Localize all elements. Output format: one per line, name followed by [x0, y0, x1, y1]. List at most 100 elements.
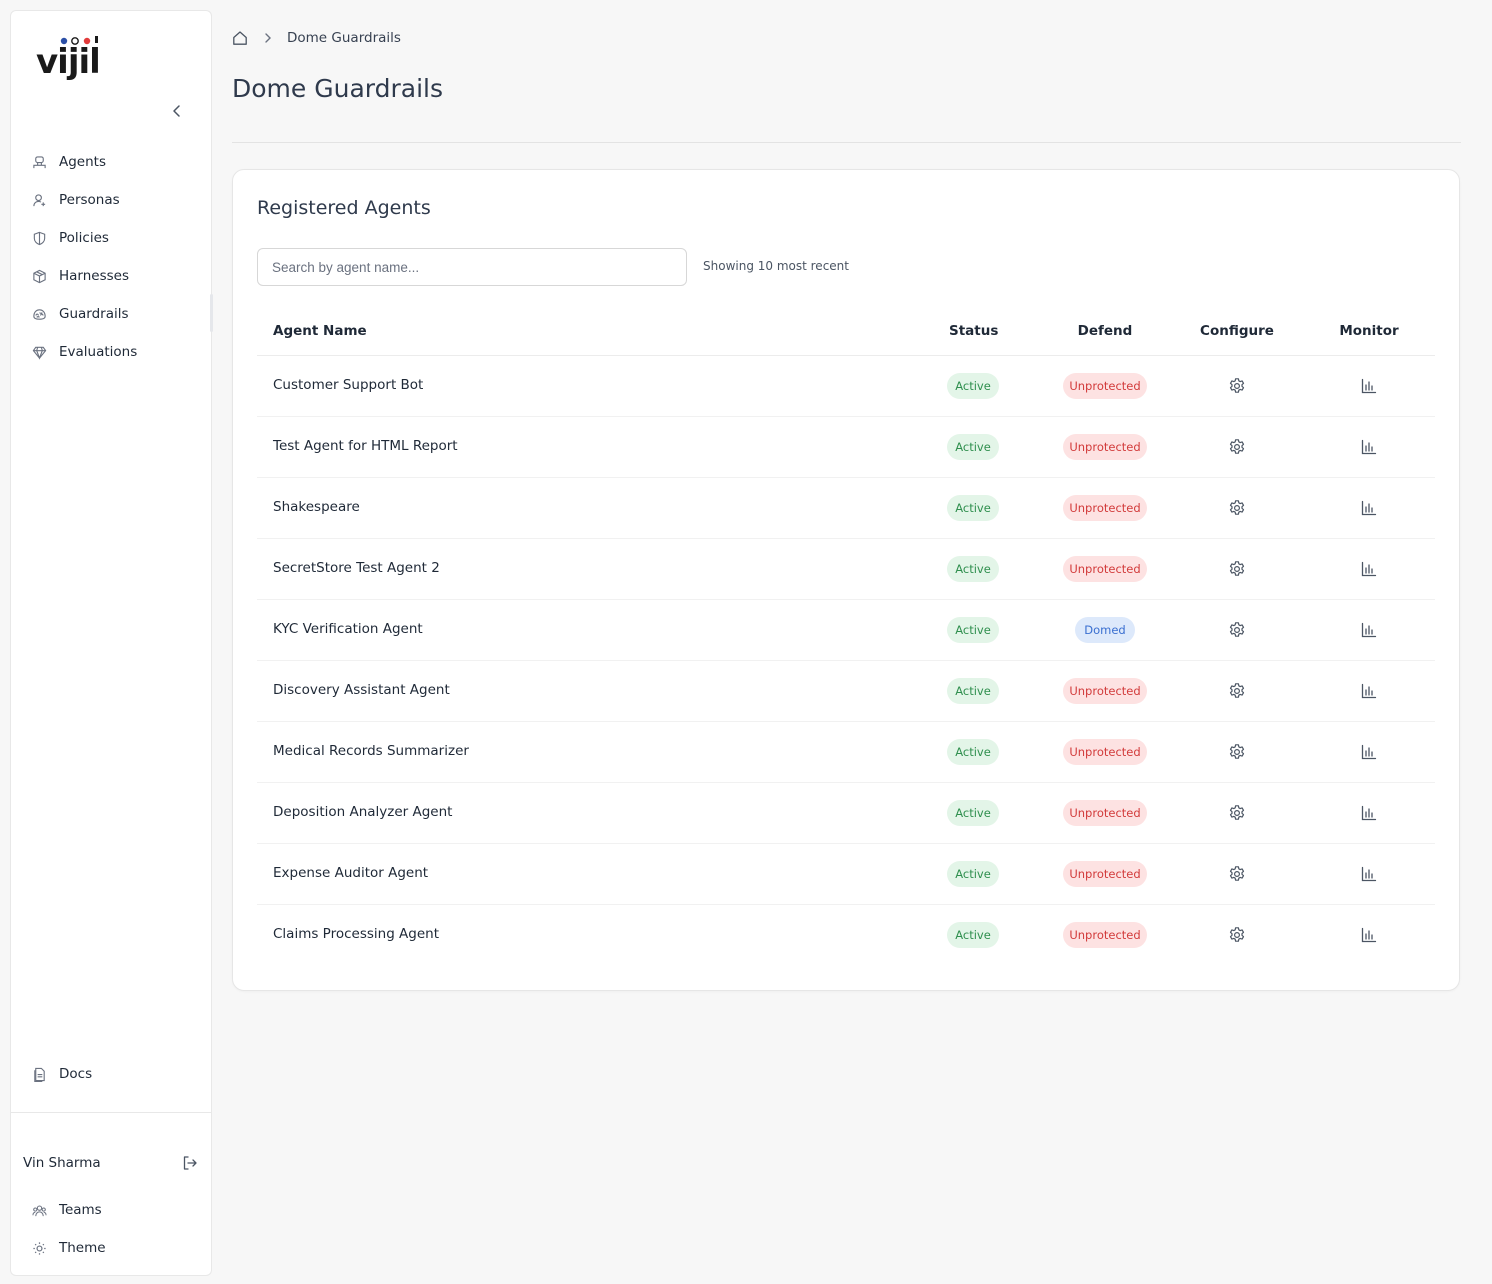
configure-button[interactable] — [1228, 804, 1246, 822]
status-badge: Active — [947, 556, 999, 582]
monitor-button[interactable] — [1360, 804, 1378, 822]
defend-badge-unprotected[interactable]: Unprotected — [1063, 434, 1147, 460]
gear-icon — [1228, 622, 1246, 643]
table-row[interactable]: Test Agent for HTML Report Active Unprotec… — [257, 417, 1435, 478]
defend-badge-unprotected[interactable]: Unprotected — [1063, 678, 1147, 704]
status-badge: Active — [947, 922, 999, 948]
sidebar-item-label: Personas — [59, 192, 120, 208]
sidebar-item-guardrails[interactable]: Guardrails — [11, 295, 211, 333]
sidebar-item-teams[interactable]: Teams — [11, 1191, 211, 1229]
table-row[interactable]: Shakespeare Active Unprotected — [257, 478, 1435, 539]
monitor-button[interactable] — [1360, 926, 1378, 944]
bar-chart-icon — [1360, 439, 1378, 460]
defend-badge-unprotected[interactable]: Unprotected — [1063, 861, 1147, 887]
gear-icon — [1228, 744, 1246, 765]
column-header-defend: Defend — [1077, 323, 1133, 339]
bar-chart-icon — [1360, 866, 1378, 887]
chevron-right-icon — [265, 33, 271, 43]
column-header-agent-name: Agent Name — [273, 323, 367, 339]
configure-button[interactable] — [1228, 438, 1246, 456]
brain-icon — [31, 306, 47, 322]
breadcrumb: Dome Guardrails — [232, 28, 401, 48]
sidebar-nav: Agents Personas Policies Harnesses Guard… — [11, 143, 211, 371]
monitor-button[interactable] — [1360, 865, 1378, 883]
bar-chart-icon — [1360, 378, 1378, 399]
home-link[interactable] — [232, 30, 248, 46]
monitor-button[interactable] — [1360, 682, 1378, 700]
configure-button[interactable] — [1228, 865, 1246, 883]
table-row[interactable]: Discovery Assistant Agent Active Unprotect… — [257, 661, 1435, 722]
defend-badge-domed[interactable]: Domed — [1075, 617, 1135, 643]
monitor-button[interactable] — [1360, 499, 1378, 517]
agent-search-input[interactable] — [257, 248, 687, 286]
table-row[interactable]: KYC Verification Agent Active Domed — [257, 600, 1435, 661]
agents-table-body: Customer Support Bot Active Unprotected Tes… — [257, 356, 1435, 966]
agent-name: Customer Support Bot — [273, 377, 424, 393]
table-row[interactable]: SecretStore Test Agent 2 Active Unprotecte… — [257, 539, 1435, 600]
table-row[interactable]: Expense Auditor Agent Active Unprotected — [257, 844, 1435, 905]
configure-button[interactable] — [1228, 621, 1246, 639]
header-divider — [232, 142, 1461, 143]
configure-button[interactable] — [1228, 499, 1246, 517]
sidebar-divider — [11, 1112, 211, 1113]
sidebar-item-docs[interactable]: Docs — [11, 1055, 211, 1093]
column-header-status: Status — [949, 323, 999, 339]
column-header-monitor: Monitor — [1339, 323, 1399, 339]
table-row[interactable]: Medical Records Summarizer Active Unprotec… — [257, 722, 1435, 783]
sidebar-item-agents[interactable]: Agents — [11, 143, 211, 181]
defend-badge-unprotected[interactable]: Unprotected — [1063, 556, 1147, 582]
gear-icon — [1228, 927, 1246, 948]
chevron-left-icon — [173, 105, 180, 117]
agent-name: Medical Records Summarizer — [273, 743, 469, 759]
monitor-button[interactable] — [1360, 743, 1378, 761]
monitor-button[interactable] — [1360, 438, 1378, 456]
page-title: Dome Guardrails — [232, 74, 443, 103]
bar-chart-icon — [1360, 500, 1378, 521]
sidebar-scrollbar[interactable] — [210, 294, 213, 332]
defend-badge-unprotected[interactable]: Unprotected — [1063, 922, 1147, 948]
defend-badge-unprotected[interactable]: Unprotected — [1063, 373, 1147, 399]
gear-icon — [1228, 561, 1246, 582]
table-row[interactable]: Customer Support Bot Active Unprotected — [257, 356, 1435, 417]
user-name: Vin Sharma — [23, 1155, 101, 1171]
vijil-logo[interactable]: vijil — [35, 33, 115, 93]
gear-icon — [1228, 378, 1246, 399]
sidebar-item-personas[interactable]: Personas — [11, 181, 211, 219]
configure-button[interactable] — [1228, 377, 1246, 395]
sidebar-item-evaluations[interactable]: Evaluations — [11, 333, 211, 371]
registered-agents-card: Registered Agents Showing 10 most recent… — [232, 169, 1460, 991]
agent-name: SecretStore Test Agent 2 — [273, 560, 440, 576]
configure-button[interactable] — [1228, 682, 1246, 700]
sidebar-item-label: Theme — [59, 1240, 106, 1256]
table-row[interactable]: Claims Processing Agent Active Unprotected — [257, 905, 1435, 966]
status-badge: Active — [947, 617, 999, 643]
bar-chart-icon — [1360, 561, 1378, 582]
sidebar-item-label: Evaluations — [59, 344, 138, 360]
logout-button[interactable] — [181, 1154, 199, 1172]
collapse-sidebar-button[interactable] — [167, 101, 187, 121]
gear-icon — [1228, 805, 1246, 826]
monitor-button[interactable] — [1360, 560, 1378, 578]
agent-name: Expense Auditor Agent — [273, 865, 429, 881]
showing-count-text: Showing 10 most recent — [703, 259, 849, 273]
defend-badge-unprotected[interactable]: Unprotected — [1063, 800, 1147, 826]
sidebar-item-theme[interactable]: Theme — [11, 1229, 211, 1267]
agent-name: Deposition Analyzer Agent — [273, 804, 453, 820]
monitor-button[interactable] — [1360, 377, 1378, 395]
monitor-button[interactable] — [1360, 621, 1378, 639]
defend-badge-unprotected[interactable]: Unprotected — [1063, 739, 1147, 765]
bar-chart-icon — [1360, 744, 1378, 765]
sidebar-item-harnesses[interactable]: Harnesses — [11, 257, 211, 295]
table-row[interactable]: Deposition Analyzer Agent Active Unprotect… — [257, 783, 1435, 844]
gear-icon — [1228, 439, 1246, 460]
configure-button[interactable] — [1228, 926, 1246, 944]
user-row: Vin Sharma — [23, 1151, 199, 1175]
persona-icon — [31, 192, 47, 208]
sidebar-item-policies[interactable]: Policies — [11, 219, 211, 257]
status-badge: Active — [947, 373, 999, 399]
defend-badge-unprotected[interactable]: Unprotected — [1063, 495, 1147, 521]
column-header-configure: Configure — [1200, 323, 1274, 339]
configure-button[interactable] — [1228, 560, 1246, 578]
bar-chart-icon — [1360, 927, 1378, 948]
configure-button[interactable] — [1228, 743, 1246, 761]
